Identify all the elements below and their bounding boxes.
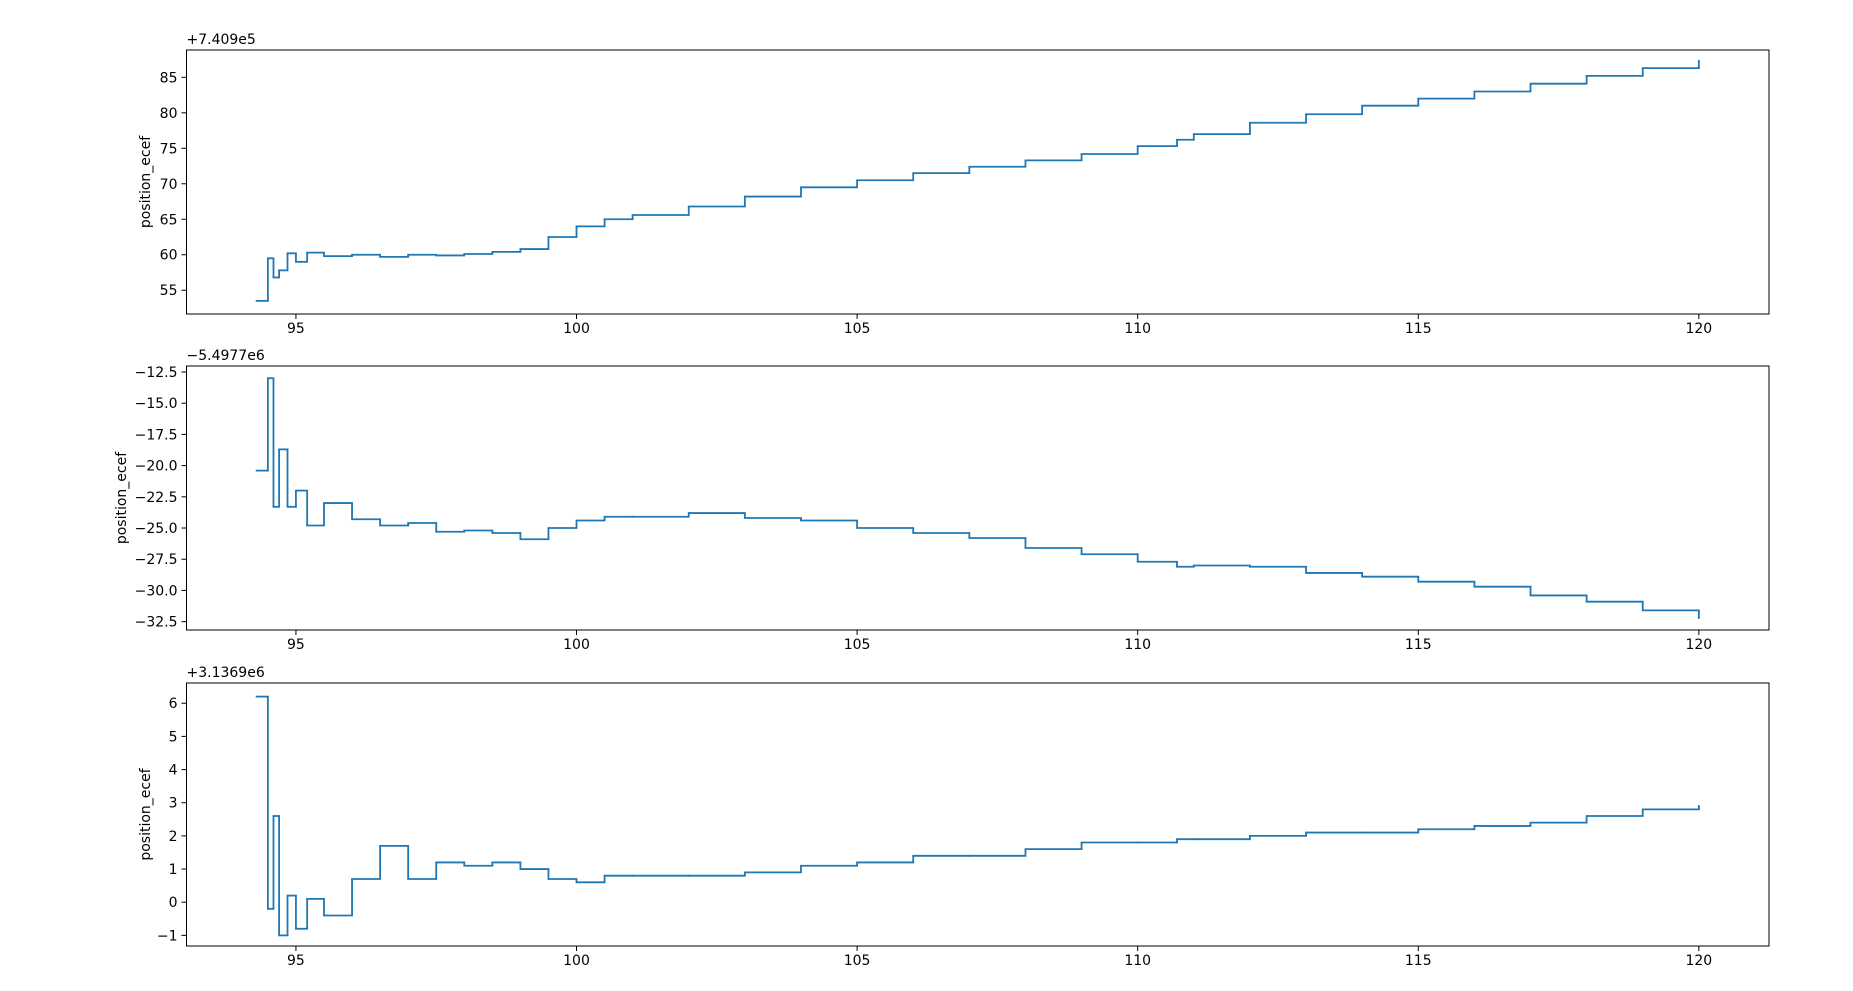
y-tick-label: 80	[160, 106, 178, 122]
y-tick-label: 75	[160, 141, 178, 157]
offset-text: −5.4977e6	[187, 348, 265, 364]
y-tick-label: 4	[169, 763, 178, 779]
y-tick-label: 5	[169, 729, 178, 745]
offset-text: +7.409e5	[187, 32, 256, 48]
y-tick-label: 70	[160, 177, 178, 193]
axes-frame	[186, 682, 1770, 947]
x-tick-label: 95	[287, 953, 305, 969]
x-tick-label: 100	[563, 321, 590, 337]
y-axis-label: position_ecef	[114, 451, 130, 544]
y-axis-label: position_ecef	[138, 767, 154, 860]
y-tick-label: −17.5	[135, 427, 178, 443]
x-tick-label: 100	[563, 953, 590, 969]
y-axis-label: position_ecef	[138, 135, 154, 228]
axes-frame	[186, 365, 1770, 631]
y-tick-label: −30.0	[135, 583, 178, 599]
x-tick-label: 110	[1124, 953, 1151, 969]
y-tick-label: 55	[160, 283, 178, 299]
axes-frame	[186, 49, 1770, 315]
y-tick-label: 0	[169, 895, 178, 911]
y-tick-label: −12.5	[135, 365, 178, 381]
y-tick-label: 2	[169, 829, 178, 845]
y-tick-label: 60	[160, 248, 178, 264]
x-tick-label: 110	[1124, 637, 1151, 653]
y-tick-label: −22.5	[135, 490, 178, 506]
x-tick-label: 120	[1685, 637, 1712, 653]
offset-text: +3.1369e6	[187, 665, 265, 681]
x-tick-label: 95	[287, 321, 305, 337]
x-tick-label: 115	[1405, 953, 1432, 969]
x-tick-label: 115	[1405, 637, 1432, 653]
x-tick-label: 105	[844, 953, 871, 969]
x-tick-label: 95	[287, 637, 305, 653]
x-tick-label: 105	[844, 321, 871, 337]
y-tick-label: −1	[157, 928, 178, 944]
y-tick-label: 85	[160, 70, 178, 86]
y-tick-label: 6	[169, 696, 178, 712]
x-tick-label: 105	[844, 637, 871, 653]
x-tick-label: 100	[563, 637, 590, 653]
y-tick-label: −15.0	[135, 396, 178, 412]
y-tick-label: 65	[160, 212, 178, 228]
x-tick-label: 120	[1685, 321, 1712, 337]
y-tick-label: −20.0	[135, 459, 178, 475]
x-tick-label: 115	[1405, 321, 1432, 337]
y-tick-label: −27.5	[135, 552, 178, 568]
x-tick-label: 120	[1685, 953, 1712, 969]
x-tick-label: 110	[1124, 321, 1151, 337]
y-tick-label: 3	[169, 796, 178, 812]
y-tick-label: −25.0	[135, 521, 178, 537]
y-tick-label: 1	[169, 862, 178, 878]
y-tick-label: −32.5	[135, 615, 178, 631]
